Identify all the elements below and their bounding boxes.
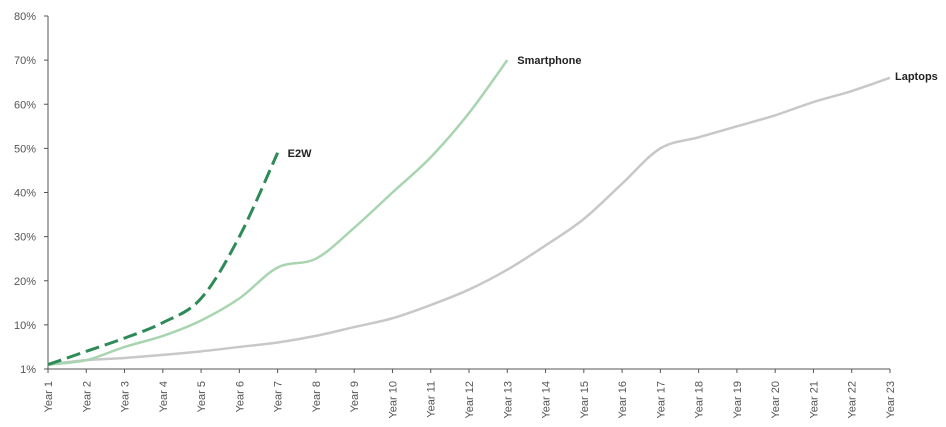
y-axis: 1% 10% 20% 30% 40% 50% 60% 70% 80% xyxy=(14,11,49,376)
x-tick-label: Year 19 xyxy=(732,381,744,419)
x-tick-label: Year 18 xyxy=(694,381,706,419)
y-tick-label: 60% xyxy=(14,99,36,111)
x-tick-label: Year 22 xyxy=(847,381,859,419)
x-tick-label: Year 8 xyxy=(311,381,323,412)
series-label-e2w: E2W xyxy=(288,148,312,160)
y-tick-label: 1% xyxy=(20,364,36,376)
x-tick-label: Year 13 xyxy=(502,381,514,419)
x-tick-label: Year 21 xyxy=(808,381,820,419)
series-line-smartphone xyxy=(47,59,509,366)
x-tick-label: Year 15 xyxy=(579,381,591,419)
series-label-smartphone: Smartphone xyxy=(517,55,581,67)
x-tick-label: Year 1 xyxy=(43,381,55,412)
x-tick-label: Year 7 xyxy=(273,381,285,412)
series-line-e2w xyxy=(47,152,280,367)
y-tick-label: 10% xyxy=(14,320,36,332)
series-labels: Laptops Smartphone E2W xyxy=(288,55,938,160)
series-label-laptops: Laptops xyxy=(895,71,938,83)
x-tick-label: Year 9 xyxy=(349,381,361,412)
x-tick-label: Year 17 xyxy=(655,381,667,419)
y-tick-label: 20% xyxy=(14,276,36,288)
x-tick-label: Year 10 xyxy=(387,381,399,419)
x-tick-label: Year 23 xyxy=(885,381,897,419)
y-tick-label: 30% xyxy=(14,232,36,244)
x-tick-label: Year 6 xyxy=(234,381,246,412)
y-tick-label: 70% xyxy=(14,55,36,67)
y-tick-label: 80% xyxy=(14,11,36,23)
x-tick-label: Year 20 xyxy=(770,381,782,419)
x-tick-label: Year 3 xyxy=(120,381,132,412)
y-tick-label: 40% xyxy=(14,188,36,200)
series-line-laptops xyxy=(47,76,891,366)
series-lines xyxy=(47,59,891,367)
y-tick-label: 50% xyxy=(14,143,36,155)
x-axis: Year 1 Year 2 Year 3 Year 4 Year 5 Year 6 Year… xyxy=(43,368,897,419)
x-tick-label: Year 5 xyxy=(196,381,208,412)
x-tick-label: Year 4 xyxy=(158,381,170,412)
x-tick-label: Year 2 xyxy=(81,381,93,412)
x-tick-label: Year 11 xyxy=(426,381,438,418)
x-tick-label: Year 14 xyxy=(541,381,553,419)
x-tick-label: Year 12 xyxy=(464,381,476,419)
x-tick-label: Year 16 xyxy=(617,381,629,419)
